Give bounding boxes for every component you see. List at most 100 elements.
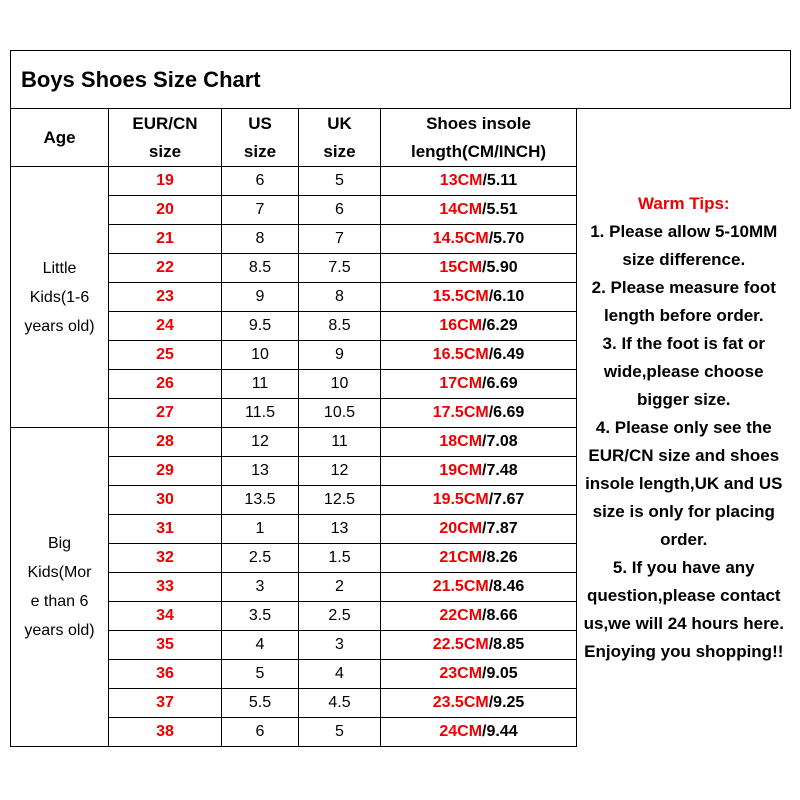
us-size: 13 bbox=[221, 456, 299, 486]
eur-size: 37 bbox=[108, 688, 222, 718]
uk-size: 12 bbox=[298, 456, 381, 486]
insole-cm: 23CM bbox=[439, 665, 483, 682]
text-line: years old) bbox=[24, 317, 95, 335]
insole-length: 23.5CM/9.25 bbox=[380, 688, 577, 718]
us-size: 3 bbox=[221, 572, 299, 602]
insole-cm: 14CM bbox=[439, 201, 483, 218]
eur-size: 20 bbox=[108, 195, 222, 225]
insole-inch: /6.29 bbox=[482, 317, 518, 334]
insole-cm: 22.5CM bbox=[432, 636, 489, 653]
eur-size: 34 bbox=[108, 601, 222, 631]
text-line: length(CM/INCH) bbox=[410, 141, 547, 161]
us-size: 11.5 bbox=[221, 398, 299, 428]
insole-inch: /7.67 bbox=[488, 491, 525, 508]
eur-size: 19 bbox=[108, 166, 222, 196]
insole-cm: 16.5CM bbox=[432, 346, 489, 363]
uk-size: 7.5 bbox=[298, 253, 381, 283]
insole-inch: /6.49 bbox=[488, 346, 525, 363]
us-size: 6 bbox=[221, 717, 299, 747]
insole-inch: /5.90 bbox=[482, 259, 518, 276]
insole-length: 22.5CM/8.85 bbox=[380, 630, 577, 660]
data-row: Big Kids(Mor e than 6 years old) 28 12 11 18CM/… bbox=[10, 427, 791, 747]
insole-length: 14CM/5.51 bbox=[380, 195, 577, 225]
tip-item: 2. Please measure foot length before ord… bbox=[591, 277, 776, 325]
text-line: Shoes insole bbox=[426, 113, 531, 133]
insole-length: 19.5CM/7.67 bbox=[380, 485, 577, 515]
us-size: 12 bbox=[221, 427, 299, 457]
uk-size: 9 bbox=[298, 340, 381, 370]
insole-cm: 15.5CM bbox=[432, 288, 489, 305]
text-line: Kids(Mor bbox=[27, 564, 92, 581]
insole-length: 15CM/5.90 bbox=[380, 253, 577, 283]
text-line: Big bbox=[47, 535, 72, 552]
insole-cm: 19.5CM bbox=[432, 491, 489, 508]
uk-size: 5 bbox=[298, 166, 381, 196]
text-line: EUR/CN bbox=[132, 113, 198, 133]
insole-length: 19CM/7.48 bbox=[380, 456, 577, 486]
eur-size: 38 bbox=[108, 717, 222, 747]
text-line: UK bbox=[327, 113, 352, 133]
insole-inch: /8.85 bbox=[488, 636, 525, 653]
tip-item: Enjoying you shopping!! bbox=[584, 641, 784, 661]
tip-item: 1. Please allow 5-10MM size difference. bbox=[590, 221, 778, 269]
uk-size: 3 bbox=[298, 630, 381, 660]
data-row: 22 8.5 7.5 15CM/5.90 bbox=[11, 253, 791, 283]
uk-size: 10 bbox=[298, 369, 381, 399]
us-size: 8 bbox=[221, 224, 299, 254]
title: Boys Shoes Size Chart bbox=[9, 50, 792, 109]
text-line: size bbox=[148, 141, 182, 161]
tip-item: 3. If the foot is fat or wide,please cho… bbox=[602, 333, 765, 409]
data-row: 37 5.5 4.5 23.5CM/9.25 bbox=[11, 688, 791, 718]
insole-inch: /8.46 bbox=[488, 578, 525, 595]
eur-size: 23 bbox=[108, 282, 222, 312]
us-size: 6 bbox=[221, 166, 299, 196]
insole-inch: /5.51 bbox=[482, 201, 518, 218]
tips-title: Warm Tips: bbox=[637, 193, 730, 213]
tip-item: 4. Please only see the EUR/CN size and s… bbox=[585, 417, 783, 549]
insole-cm: 16CM bbox=[439, 317, 483, 334]
insole-inch: /9.05 bbox=[482, 665, 518, 682]
header-row: Age EUR/CN size US size UK size Shoes insole len… bbox=[10, 108, 791, 747]
insole-cm: 19CM bbox=[439, 462, 483, 479]
data-row: 29 13 12 19CM/7.48 bbox=[11, 456, 791, 486]
insole-length: 14.5CM/5.70 bbox=[380, 224, 577, 254]
header-uk: UK size bbox=[298, 108, 381, 167]
uk-size: 12.5 bbox=[298, 485, 381, 515]
age-group: Little Kids(1-6 years old) bbox=[10, 166, 109, 428]
eur-size: 32 bbox=[108, 543, 222, 573]
data-row: 31 1 13 20CM/7.87 bbox=[11, 514, 791, 544]
insole-cm: 21.5CM bbox=[432, 578, 489, 595]
insole-length: 16CM/6.29 bbox=[380, 311, 577, 341]
uk-size: 4.5 bbox=[298, 688, 381, 718]
insole-inch: /7.08 bbox=[482, 433, 518, 450]
uk-size: 11 bbox=[298, 427, 381, 457]
text-line: years old) bbox=[24, 622, 95, 639]
eur-size: 33 bbox=[108, 572, 222, 602]
text-line: e than 6 bbox=[30, 593, 89, 610]
insole-length: 20CM/7.87 bbox=[380, 514, 577, 544]
insole-inch: /9.25 bbox=[488, 694, 525, 711]
text-line: Kids(1-6 bbox=[29, 288, 90, 306]
header-eur: EUR/CN size bbox=[108, 108, 222, 167]
insole-length: 23CM/9.05 bbox=[380, 659, 577, 689]
insole-cm: 14.5CM bbox=[432, 230, 489, 247]
insole-cm: 13CM bbox=[439, 172, 483, 189]
eur-size: 35 bbox=[108, 630, 222, 660]
uk-size: 2.5 bbox=[298, 601, 381, 631]
eur-size: 28 bbox=[108, 427, 222, 457]
text-line: size bbox=[243, 141, 277, 161]
data-row: 27 11.5 10.5 17.5CM/6.69 bbox=[11, 398, 791, 428]
insole-length: 17CM/6.69 bbox=[380, 369, 577, 399]
us-size: 5.5 bbox=[221, 688, 299, 718]
uk-size: 6 bbox=[298, 195, 381, 225]
table-body: Boys Shoes Size Chart Age EUR/CN size US siz… bbox=[9, 50, 792, 747]
insole-cm: 17.5CM bbox=[432, 404, 489, 421]
insole-length: 21CM/8.26 bbox=[380, 543, 577, 573]
us-size: 9 bbox=[221, 282, 299, 312]
insole-length: 24CM/9.44 bbox=[380, 717, 577, 747]
insole-length: 21.5CM/8.46 bbox=[380, 572, 577, 602]
header-age: Age bbox=[10, 108, 109, 167]
data-row: 25 10 9 16.5CM/6.49 bbox=[11, 340, 791, 370]
data-row: 32 2.5 1.5 21CM/8.26 bbox=[11, 543, 791, 573]
